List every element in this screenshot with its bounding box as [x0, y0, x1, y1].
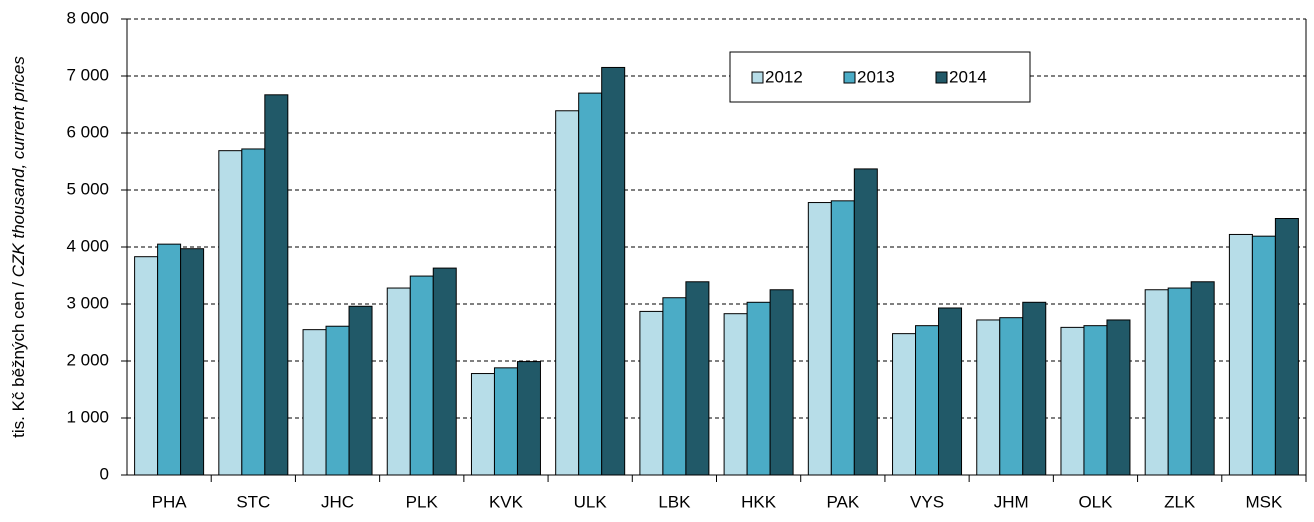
y-tick-label: 5 000: [66, 179, 109, 198]
y-tick-label: 3 000: [66, 293, 109, 312]
x-tick-label: LBK: [658, 492, 691, 511]
x-tick-label: PHA: [152, 492, 188, 511]
x-tick-label: ULK: [574, 492, 608, 511]
bar: [723, 313, 748, 476]
bar: [493, 367, 518, 476]
bar: [938, 307, 963, 476]
bar: [769, 289, 794, 476]
x-tick-label: VYS: [910, 492, 944, 511]
bar: [325, 325, 350, 476]
bar: [1251, 235, 1276, 476]
bar: [432, 267, 457, 476]
bar: [555, 110, 580, 476]
x-tick-label: JHC: [321, 492, 354, 511]
x-tick-label: PAK: [826, 492, 859, 511]
bar: [348, 305, 373, 476]
bar: [1167, 287, 1192, 476]
bar: [685, 281, 710, 476]
bar: [1060, 326, 1085, 476]
bar: [892, 333, 917, 476]
legend-label: 2014: [949, 67, 987, 86]
bar: [1228, 233, 1253, 476]
x-tick-label: KVK: [489, 492, 524, 511]
x-tick-label: ZLK: [1164, 492, 1196, 511]
bar: [807, 202, 832, 476]
bar: [976, 319, 1001, 476]
bar: [601, 66, 626, 476]
y-tick-label: 2 000: [66, 350, 109, 369]
bar: [241, 148, 266, 476]
bar: [999, 317, 1024, 476]
x-tick-label: JHM: [994, 492, 1029, 511]
bar: [264, 94, 289, 476]
bar: [853, 168, 878, 476]
y-tick-label: 6 000: [66, 122, 109, 141]
bar: [639, 310, 664, 476]
y-tick-label: 4 000: [66, 236, 109, 255]
bar: [1190, 281, 1215, 476]
bar: [470, 373, 495, 476]
bar: [662, 297, 687, 476]
x-tick-label: MSK: [1245, 492, 1283, 511]
bar: [180, 248, 205, 476]
bar: [830, 200, 855, 476]
bar: [134, 256, 159, 476]
x-tick-label: STC: [236, 492, 270, 511]
legend-box: [729, 51, 1031, 103]
legend-label: 2013: [857, 67, 895, 86]
bar: [409, 275, 434, 476]
bar: [516, 361, 541, 476]
y-tick-label: 8 000: [66, 8, 109, 27]
y-label-en: CZK thousand, current prices: [9, 56, 28, 278]
y-label-cz: tis. Kč běžných cen /: [9, 277, 28, 438]
bar: [386, 287, 411, 476]
bar: [218, 150, 243, 476]
y-tick-label: 1 000: [66, 407, 109, 426]
legend-swatch: [843, 71, 856, 84]
legend-label: 2012: [765, 67, 803, 86]
x-tick-label: PLK: [406, 492, 439, 511]
bar: [157, 243, 182, 476]
bar: [1083, 325, 1108, 476]
y-tick-label: 7 000: [66, 65, 109, 84]
bar: [915, 325, 940, 476]
bar: [746, 301, 771, 476]
bar: [1144, 289, 1169, 476]
x-tick-label: HKK: [741, 492, 777, 511]
y-axis-label: tis. Kč běžných cen / CZK thousand, curr…: [9, 56, 28, 438]
bar: [1106, 319, 1131, 476]
legend-swatch: [751, 71, 764, 84]
x-tick-label: OLK: [1078, 492, 1113, 511]
bar: [302, 329, 327, 476]
legend-swatch: [935, 71, 948, 84]
bar: [578, 92, 603, 476]
y-tick-label: 0: [100, 464, 109, 483]
bar: [1274, 218, 1299, 476]
bar: [1022, 301, 1047, 476]
